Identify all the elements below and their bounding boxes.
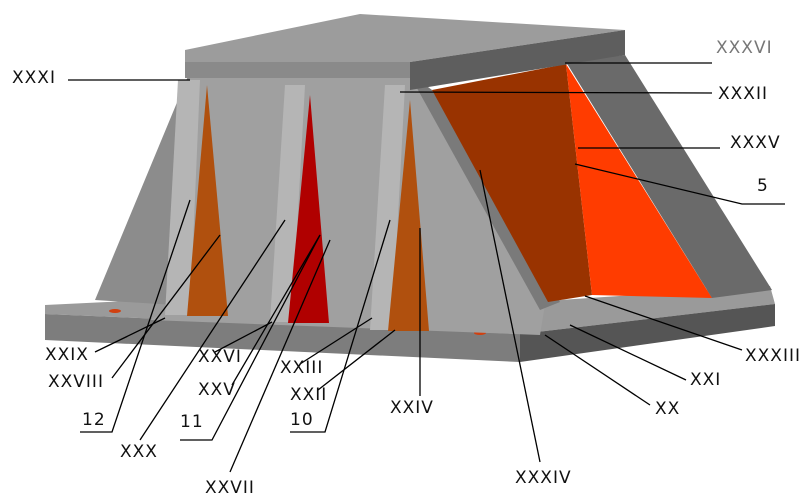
label: XXXIV [515,468,572,488]
label: 10 [290,410,314,430]
label: XXVI [198,347,242,367]
bolt-hole [109,309,121,313]
label: XXVIII [48,372,104,392]
label: XXII [290,385,327,405]
diagram: XXXI XXXVI XXXII XXXV 5 XXXIII XXI XX XX… [0,0,810,501]
top-front [185,62,410,78]
label: XXV [198,380,236,400]
label: XX [655,399,680,419]
label: XXI [690,370,721,390]
label: 5 [757,176,769,196]
label: XXVII [205,478,255,498]
label: XXIV [390,398,434,418]
label: 11 [180,412,204,432]
structure [45,14,775,362]
label: XXXVI [716,38,773,58]
page: XXXI XXXVI XXXII XXXV 5 XXXIII XXI XX XX… [0,0,810,501]
label: XXXIII [745,346,801,366]
label: XXIII [280,358,323,378]
label: XXXV [730,133,781,153]
label: XXIX [45,345,89,365]
label: XXX [120,442,158,462]
label: XXXI [12,68,56,88]
label: 12 [82,410,106,430]
label: XXXII [718,84,768,104]
